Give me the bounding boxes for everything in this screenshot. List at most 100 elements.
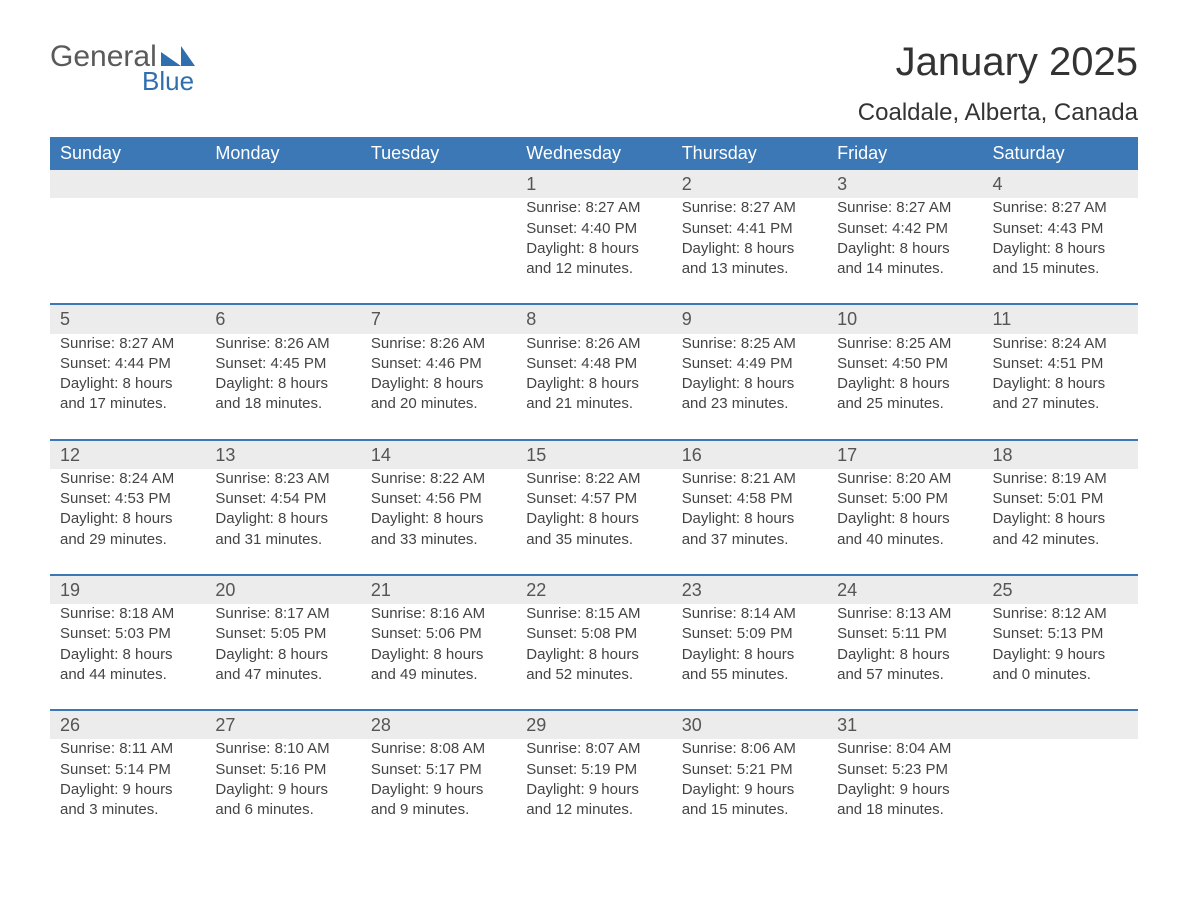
day-detail-cell: Sunrise: 8:27 AMSunset: 4:43 PMDaylight:… <box>983 198 1138 304</box>
daylight-line: Daylight: 9 hours <box>682 780 817 800</box>
day-number-cell: 28 <box>361 710 516 739</box>
day-number-cell: 12 <box>50 440 205 469</box>
day-detail-cell: Sunrise: 8:24 AMSunset: 4:53 PMDaylight:… <box>50 469 205 575</box>
daylight-line: Daylight: 8 hours <box>215 645 350 665</box>
daylight-line: Daylight: 8 hours <box>837 374 972 394</box>
daylight-line2: and 55 minutes. <box>682 665 817 685</box>
day-detail-cell: Sunrise: 8:15 AMSunset: 5:08 PMDaylight:… <box>516 604 671 710</box>
sunset-line: Sunset: 5:13 PM <box>993 624 1128 644</box>
daylight-line2: and 12 minutes. <box>526 259 661 279</box>
day-number-cell: 18 <box>983 440 1138 469</box>
daylight-line2: and 49 minutes. <box>371 665 506 685</box>
day-number-cell: 29 <box>516 710 671 739</box>
day-detail-cell: Sunrise: 8:27 AMSunset: 4:44 PMDaylight:… <box>50 334 205 440</box>
day-detail-cell: Sunrise: 8:24 AMSunset: 4:51 PMDaylight:… <box>983 334 1138 440</box>
daylight-line2: and 3 minutes. <box>60 800 195 820</box>
sunset-line: Sunset: 4:44 PM <box>60 354 195 374</box>
day-detail-cell: Sunrise: 8:16 AMSunset: 5:06 PMDaylight:… <box>361 604 516 710</box>
daylight-line: Daylight: 9 hours <box>60 780 195 800</box>
day-detail-cell: Sunrise: 8:06 AMSunset: 5:21 PMDaylight:… <box>672 739 827 844</box>
day-number-cell: 11 <box>983 304 1138 333</box>
header: General Blue January 2025 Coaldale, Albe… <box>50 40 1138 127</box>
daylight-line: Daylight: 8 hours <box>526 374 661 394</box>
day-number-cell: 21 <box>361 575 516 604</box>
week-detail-row: Sunrise: 8:24 AMSunset: 4:53 PMDaylight:… <box>50 469 1138 575</box>
daylight-line2: and 15 minutes. <box>993 259 1128 279</box>
sunrise-line: Sunrise: 8:27 AM <box>837 198 972 218</box>
sunrise-line: Sunrise: 8:13 AM <box>837 604 972 624</box>
week-detail-row: Sunrise: 8:27 AMSunset: 4:44 PMDaylight:… <box>50 334 1138 440</box>
day-number-cell: 13 <box>205 440 360 469</box>
daylight-line: Daylight: 8 hours <box>60 374 195 394</box>
daylight-line2: and 31 minutes. <box>215 530 350 550</box>
daylight-line: Daylight: 8 hours <box>215 509 350 529</box>
sunrise-line: Sunrise: 8:15 AM <box>526 604 661 624</box>
daylight-line2: and 23 minutes. <box>682 394 817 414</box>
sunset-line: Sunset: 4:54 PM <box>215 489 350 509</box>
sunrise-line: Sunrise: 8:26 AM <box>215 334 350 354</box>
day-number-cell: 17 <box>827 440 982 469</box>
daylight-line2: and 40 minutes. <box>837 530 972 550</box>
day-number-cell <box>205 170 360 198</box>
daylight-line2: and 52 minutes. <box>526 665 661 685</box>
day-detail-cell: Sunrise: 8:23 AMSunset: 4:54 PMDaylight:… <box>205 469 360 575</box>
sunset-line: Sunset: 5:05 PM <box>215 624 350 644</box>
day-number-cell: 31 <box>827 710 982 739</box>
sunrise-line: Sunrise: 8:07 AM <box>526 739 661 759</box>
sunset-line: Sunset: 4:51 PM <box>993 354 1128 374</box>
daylight-line: Daylight: 9 hours <box>993 645 1128 665</box>
daylight-line2: and 18 minutes. <box>215 394 350 414</box>
daylight-line2: and 20 minutes. <box>371 394 506 414</box>
weekday-header-row: Sunday Monday Tuesday Wednesday Thursday… <box>50 137 1138 170</box>
sunrise-line: Sunrise: 8:20 AM <box>837 469 972 489</box>
sunrise-line: Sunrise: 8:25 AM <box>682 334 817 354</box>
day-number-cell <box>361 170 516 198</box>
sunset-line: Sunset: 5:11 PM <box>837 624 972 644</box>
day-number-cell: 24 <box>827 575 982 604</box>
sunrise-line: Sunrise: 8:12 AM <box>993 604 1128 624</box>
day-number-cell: 6 <box>205 304 360 333</box>
daylight-line2: and 13 minutes. <box>682 259 817 279</box>
week-number-row: 19202122232425 <box>50 575 1138 604</box>
daylight-line: Daylight: 8 hours <box>837 645 972 665</box>
sunrise-line: Sunrise: 8:19 AM <box>993 469 1128 489</box>
day-number-cell: 15 <box>516 440 671 469</box>
weekday-header: Thursday <box>672 137 827 170</box>
sunrise-line: Sunrise: 8:24 AM <box>993 334 1128 354</box>
sunset-line: Sunset: 4:58 PM <box>682 489 817 509</box>
sunrise-line: Sunrise: 8:04 AM <box>837 739 972 759</box>
day-detail-cell: Sunrise: 8:19 AMSunset: 5:01 PMDaylight:… <box>983 469 1138 575</box>
day-number-cell: 30 <box>672 710 827 739</box>
sunset-line: Sunset: 4:49 PM <box>682 354 817 374</box>
week-number-row: 567891011 <box>50 304 1138 333</box>
daylight-line: Daylight: 8 hours <box>60 645 195 665</box>
daylight-line: Daylight: 8 hours <box>371 645 506 665</box>
day-number-cell <box>50 170 205 198</box>
week-number-row: 1234 <box>50 170 1138 198</box>
day-number-cell: 4 <box>983 170 1138 198</box>
daylight-line: Daylight: 8 hours <box>526 239 661 259</box>
daylight-line: Daylight: 8 hours <box>837 509 972 529</box>
week-detail-row: Sunrise: 8:11 AMSunset: 5:14 PMDaylight:… <box>50 739 1138 844</box>
title-block: January 2025 Coaldale, Alberta, Canada <box>858 40 1138 127</box>
day-number-cell: 22 <box>516 575 671 604</box>
day-detail-cell: Sunrise: 8:20 AMSunset: 5:00 PMDaylight:… <box>827 469 982 575</box>
sunset-line: Sunset: 5:09 PM <box>682 624 817 644</box>
daylight-line2: and 42 minutes. <box>993 530 1128 550</box>
daylight-line: Daylight: 8 hours <box>682 645 817 665</box>
sunrise-line: Sunrise: 8:26 AM <box>371 334 506 354</box>
sunrise-line: Sunrise: 8:16 AM <box>371 604 506 624</box>
sunset-line: Sunset: 5:17 PM <box>371 760 506 780</box>
week-number-row: 12131415161718 <box>50 440 1138 469</box>
day-detail-cell: Sunrise: 8:10 AMSunset: 5:16 PMDaylight:… <box>205 739 360 844</box>
sunrise-line: Sunrise: 8:27 AM <box>993 198 1128 218</box>
weekday-header: Monday <box>205 137 360 170</box>
day-number-cell: 14 <box>361 440 516 469</box>
day-detail-cell: Sunrise: 8:12 AMSunset: 5:13 PMDaylight:… <box>983 604 1138 710</box>
weekday-header: Sunday <box>50 137 205 170</box>
sunset-line: Sunset: 4:46 PM <box>371 354 506 374</box>
day-detail-cell: Sunrise: 8:26 AMSunset: 4:45 PMDaylight:… <box>205 334 360 440</box>
sunrise-line: Sunrise: 8:22 AM <box>371 469 506 489</box>
daylight-line: Daylight: 8 hours <box>993 374 1128 394</box>
daylight-line2: and 6 minutes. <box>215 800 350 820</box>
